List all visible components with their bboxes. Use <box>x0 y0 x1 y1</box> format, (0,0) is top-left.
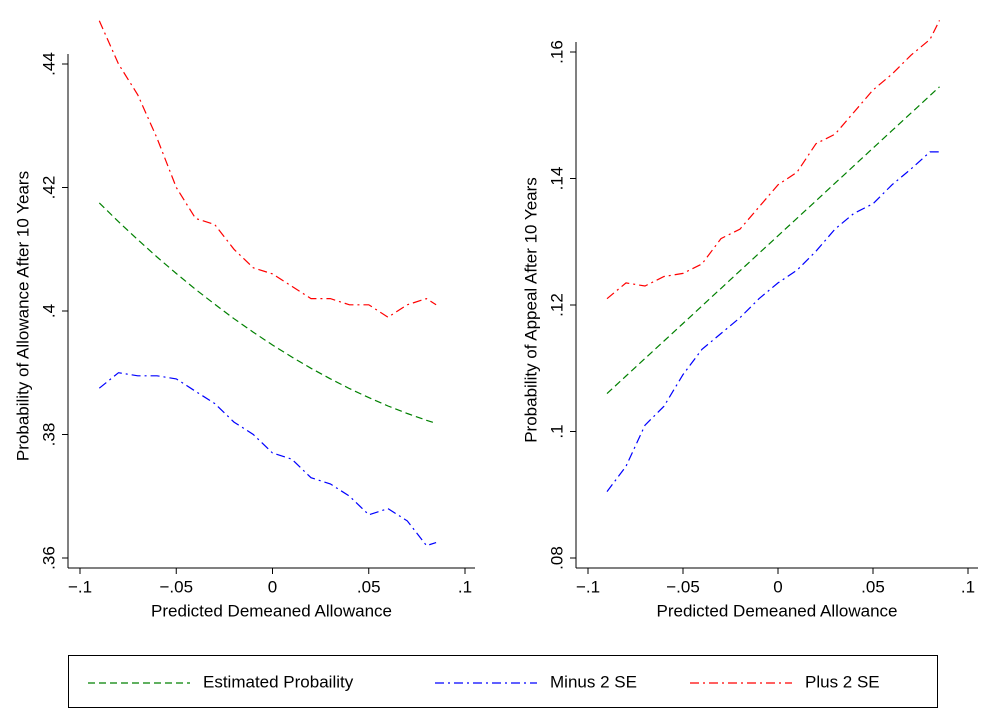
series-line <box>98 372 437 547</box>
y-axis-title: Probability of Allowance After 10 Years <box>13 171 32 461</box>
x-tick-label: .1 <box>458 577 472 596</box>
x-tick-label: −.05 <box>666 577 700 596</box>
y-tick-label: .1 <box>547 424 566 438</box>
x-axis-title: Predicted Demeaned Allowance <box>151 601 392 620</box>
y-tick-label: .42 <box>39 176 58 200</box>
x-tick-label: 0 <box>773 577 782 596</box>
x-tick-label: −.05 <box>159 577 193 596</box>
legend-label: Minus 2 SE <box>550 672 637 691</box>
y-tick-label: .12 <box>547 293 566 317</box>
series-line <box>606 151 940 492</box>
legend-box <box>68 655 938 708</box>
y-tick-label: .16 <box>547 40 566 64</box>
x-tick-label: .1 <box>961 577 975 596</box>
y-tick-label: .14 <box>547 167 566 191</box>
x-axis-title: Predicted Demeaned Allowance <box>657 601 898 620</box>
series-line <box>606 20 941 300</box>
y-axis-title: Probability of Appeal After 10 Years <box>521 177 540 443</box>
legend-label: Estimated Probaility <box>203 672 354 691</box>
x-tick-label: .05 <box>357 577 381 596</box>
y-tick-label: .36 <box>39 546 58 570</box>
series-line <box>98 202 437 424</box>
series-line <box>98 20 437 318</box>
x-tick-label: −.1 <box>576 577 600 596</box>
series-line <box>606 86 940 395</box>
x-tick-label: .05 <box>861 577 885 596</box>
legend-label: Plus 2 SE <box>805 672 880 691</box>
y-tick-label: .44 <box>39 52 58 76</box>
x-tick-label: 0 <box>268 577 277 596</box>
y-tick-label: .38 <box>39 423 58 447</box>
y-tick-label: .4 <box>39 304 58 318</box>
x-tick-label: −.1 <box>68 577 92 596</box>
y-tick-label: .08 <box>547 546 566 570</box>
